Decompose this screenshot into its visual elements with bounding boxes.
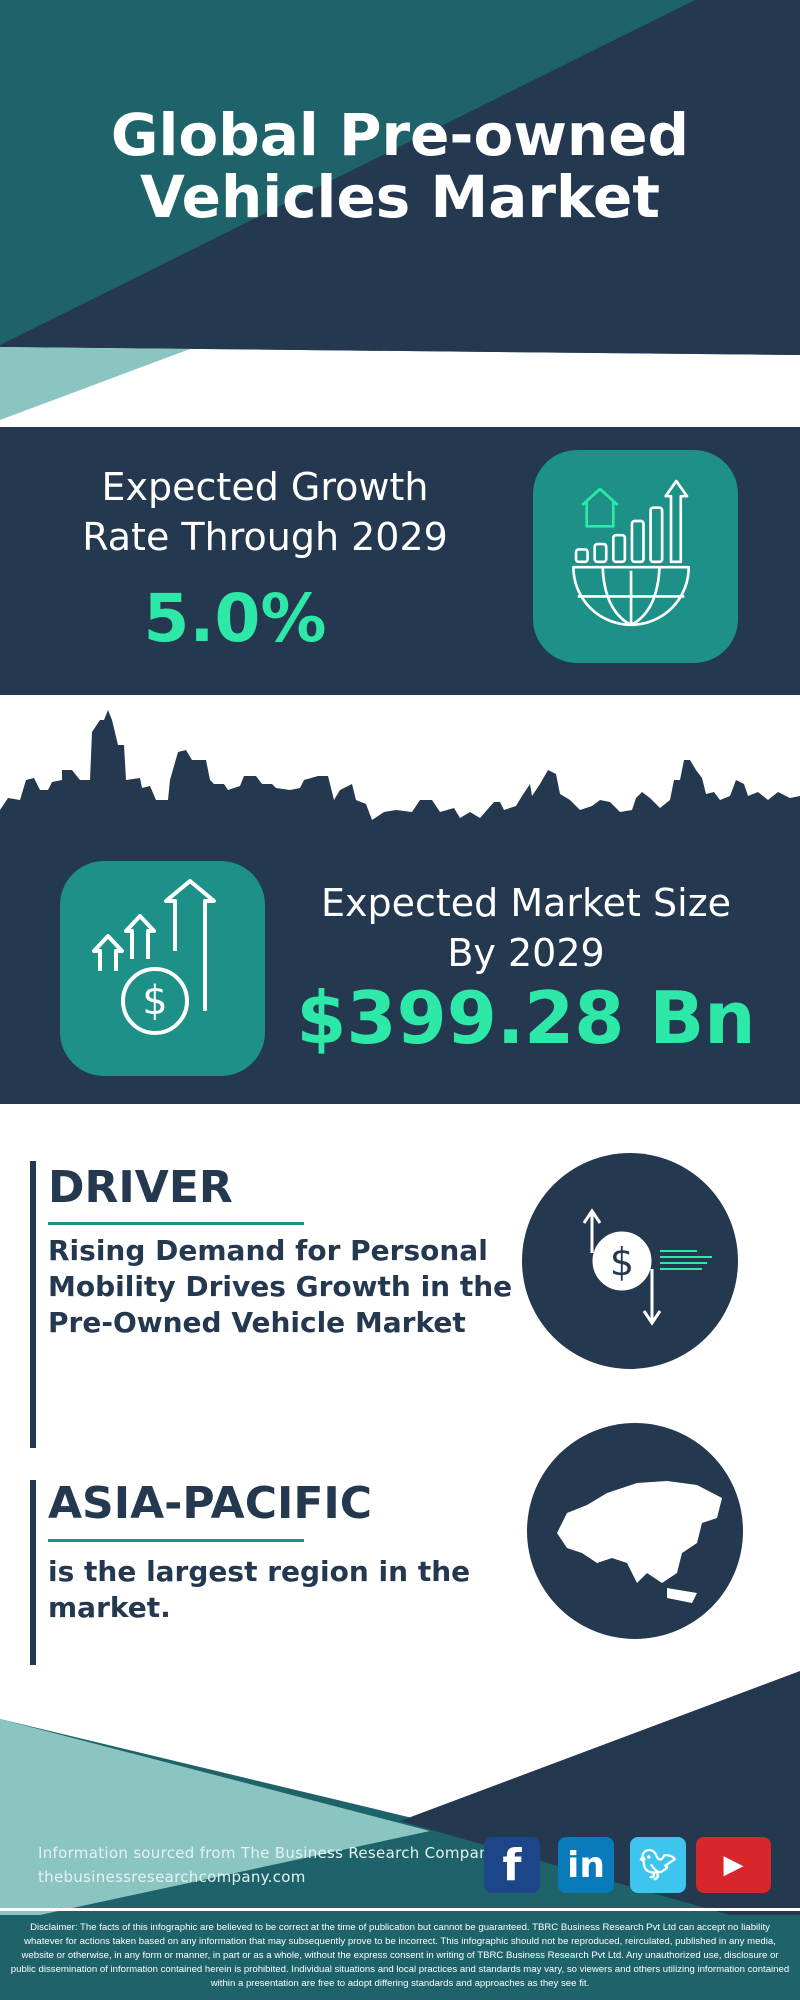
website-link[interactable]: thebusinessresearchcompany.com (38, 1868, 306, 1886)
driver-heading: DRIVER (48, 1162, 233, 1213)
svg-text:$: $ (142, 978, 167, 1024)
market-size-value: $399.28 Bn (296, 976, 756, 1060)
region-heading: ASIA-PACIFIC (48, 1478, 373, 1529)
market-size-label: Expected Market Size By 2029 (320, 881, 732, 975)
linkedin-icon[interactable]: in (558, 1837, 614, 1893)
city-skyline (0, 710, 800, 845)
asia-map-icon (527, 1423, 743, 1639)
driver-underline (48, 1222, 304, 1225)
money-growth-arrows-icon: $ (60, 861, 265, 1076)
growth-value: 5.0% (143, 580, 327, 657)
source-text: Information sourced from The Business Re… (38, 1844, 499, 1862)
page-title: Global Pre-owned Vehicles Market (110, 101, 690, 231)
growth-label: Expected Growth Rate Through 2029 (82, 465, 448, 559)
facebook-icon[interactable]: f (484, 1837, 540, 1893)
header-background (0, 0, 800, 425)
globe-growth-chart-icon (533, 450, 738, 663)
region-accent-bar (30, 1480, 36, 1665)
region-underline (48, 1539, 304, 1542)
dollar-exchange-icon: $ (522, 1153, 738, 1369)
svg-text:$: $ (610, 1240, 634, 1284)
driver-accent-bar (30, 1161, 36, 1448)
youtube-icon[interactable]: ▶ (696, 1837, 771, 1893)
disclaimer: Disclaimer: The facts of this infographi… (0, 1915, 800, 2000)
region-text: is the largest region in the market. (48, 1555, 471, 1624)
driver-text: Rising Demand for Personal Mobility Driv… (48, 1234, 513, 1339)
twitter-icon[interactable]: 🐦︎ (630, 1837, 686, 1893)
